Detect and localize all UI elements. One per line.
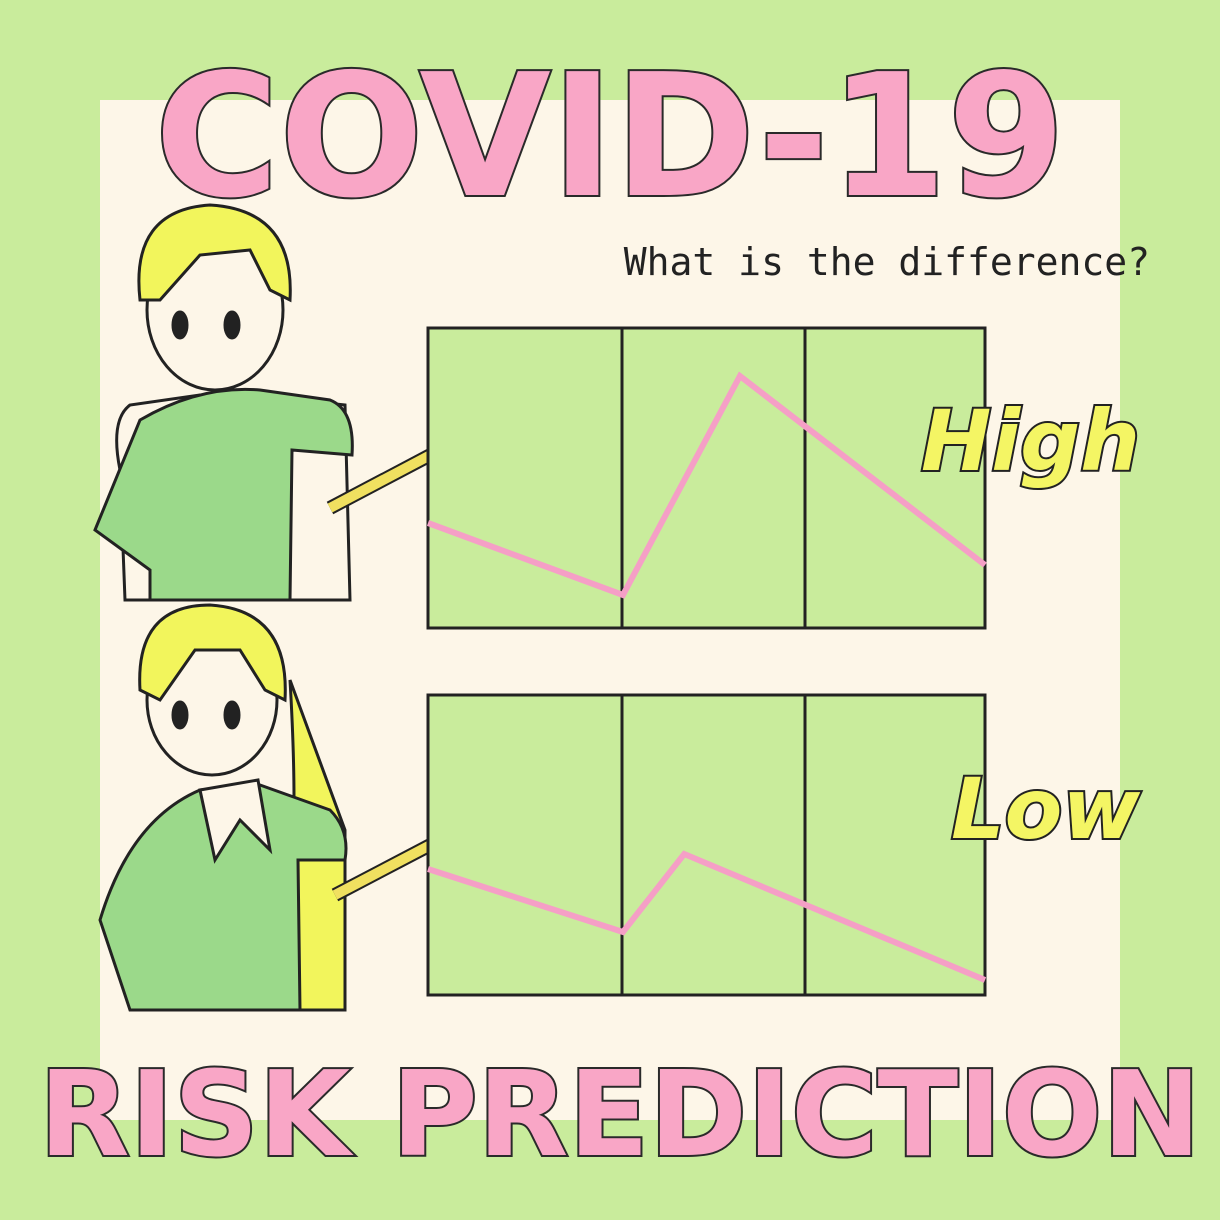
risk-label: High	[921, 392, 1140, 490]
person-top	[93, 203, 444, 602]
chart-panel	[426, 693, 987, 997]
person-bottom	[98, 603, 444, 1012]
subtitle: What is the difference?	[624, 240, 1150, 284]
risk-line	[426, 371, 987, 599]
footer: RISK PREDICTION	[39, 1045, 1201, 1183]
chart-panel	[426, 326, 987, 630]
risk-line	[427, 850, 987, 983]
title: COVID-19	[155, 38, 1066, 236]
risk-label: Low	[951, 760, 1140, 858]
